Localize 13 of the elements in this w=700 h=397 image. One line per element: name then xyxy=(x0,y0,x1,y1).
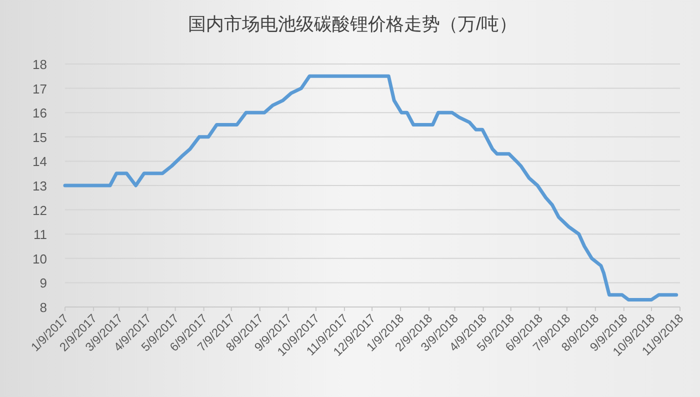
chart-title: 国内市场电池级碳酸锂价格走势（万/吨） xyxy=(188,14,518,34)
y-tick-label: 11 xyxy=(34,227,47,242)
line-series xyxy=(63,74,678,302)
y-tick-label: 13 xyxy=(32,178,47,194)
y-tick-label: 17 xyxy=(32,81,47,96)
y-tick-label: 16 xyxy=(32,106,47,121)
y-tick-label: 15 xyxy=(32,130,47,145)
y-tick-label: 14 xyxy=(32,154,47,170)
y-tick-label: 10 xyxy=(32,251,47,266)
y-tick-label: 9 xyxy=(40,276,47,291)
y-tick-label: 18 xyxy=(32,57,47,72)
y-tick-label: 12 xyxy=(32,202,47,218)
y-tick-label: 8 xyxy=(40,300,47,315)
